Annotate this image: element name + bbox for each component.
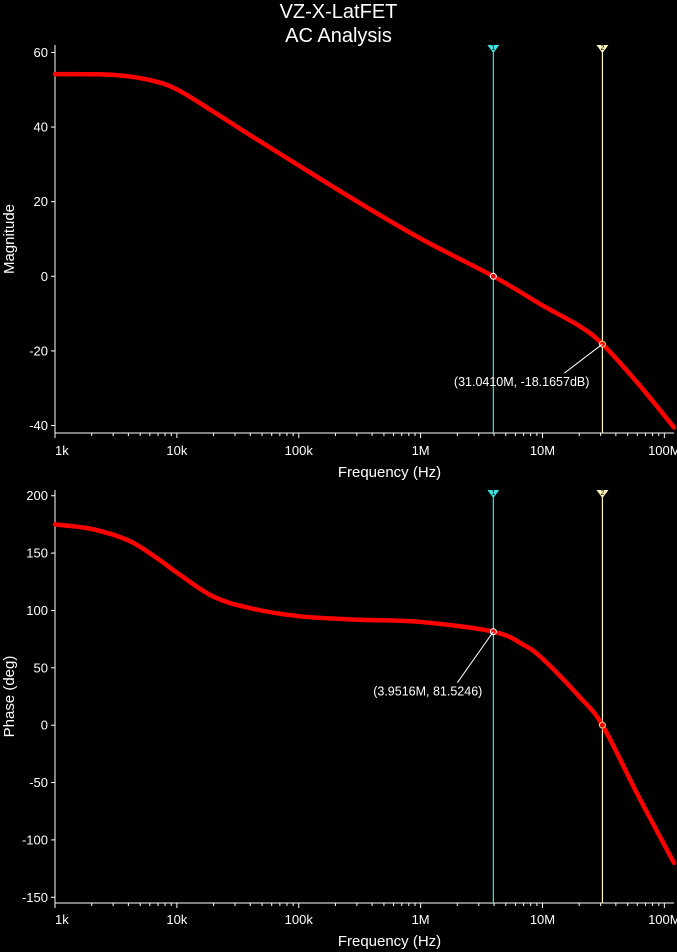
phase-trace (52, 522, 677, 866)
cursor-1-flag-icon[interactable] (487, 45, 500, 53)
annotation-label: (3.9516M, 81.5246) (373, 685, 482, 699)
y-tick-label: -150 (22, 890, 48, 905)
x-tick-label: 1M (412, 912, 430, 927)
x-axis-label: Frequency (Hz) (338, 933, 441, 950)
cursor-2-flag-icon[interactable] (596, 45, 609, 53)
x-tick-label: 100k (285, 912, 314, 927)
y-tick-label: -40 (29, 418, 48, 433)
y-tick-label: 40 (34, 120, 48, 135)
cursor-1-marker (489, 272, 497, 280)
x-tick-label: 100M (648, 912, 677, 927)
x-axis-label: Frequency (Hz) (338, 464, 441, 481)
y-tick-label: 0 (41, 269, 48, 284)
cursor-1-id: 1 (491, 45, 495, 52)
cursor-1-flag-icon[interactable] (487, 490, 500, 498)
cursor-1-marker (489, 628, 497, 636)
x-tick-label: 1k (55, 912, 69, 927)
y-tick-label: 150 (26, 546, 48, 561)
annotation-label: (31.0410M, -18.1657dB) (454, 375, 590, 389)
cursor-2-marker (598, 721, 606, 729)
x-tick-label: 100k (285, 443, 314, 458)
y-tick-label: -20 (29, 343, 48, 358)
x-tick-label: 100M (648, 443, 677, 458)
x-tick-label: 10k (166, 443, 187, 458)
cursor-2-flag-icon[interactable] (596, 490, 609, 498)
phase-panel: 1k 10k 100k 1M 10M 100M 200 150 100 50 0 -50 -100 -15… (1, 488, 677, 950)
y-tick-label: 50 (34, 660, 48, 675)
x-tick-label: 1M (412, 443, 430, 458)
magnitude-trace (52, 71, 677, 430)
annotation-leader-line (564, 343, 603, 374)
chart-title-line-2: AC Analysis (285, 25, 392, 47)
chart-title-line-1: VZ-X-LatFET (279, 1, 398, 23)
y-tick-label: 60 (34, 45, 48, 60)
y-tick-label: -50 (29, 775, 48, 790)
y-axis-label: Phase (deg) (1, 656, 18, 738)
y-tick-label: 100 (26, 603, 48, 618)
magnitude-panel: 1k 10k 100k 1M 10M 100M 60 40 20 0 -20 -40 Frequency… (1, 45, 677, 481)
cursor-2-marker (598, 340, 606, 348)
y-axis-label: Magnitude (1, 204, 18, 274)
cursor-1-id: 1 (491, 490, 495, 497)
y-tick-label: 200 (26, 488, 48, 503)
x-tick-label: 1k (55, 443, 69, 458)
x-tick-label: 10k (166, 912, 187, 927)
annotation-leader-line (456, 631, 494, 683)
cursor-2-id: 2 (600, 490, 604, 497)
x-tick-label: 10M (530, 443, 555, 458)
cursor-2-id: 2 (600, 45, 604, 52)
y-tick-label: 20 (34, 194, 48, 209)
y-tick-label: 0 (41, 718, 48, 733)
x-tick-label: 10M (530, 912, 555, 927)
y-tick-label: -100 (22, 832, 48, 847)
